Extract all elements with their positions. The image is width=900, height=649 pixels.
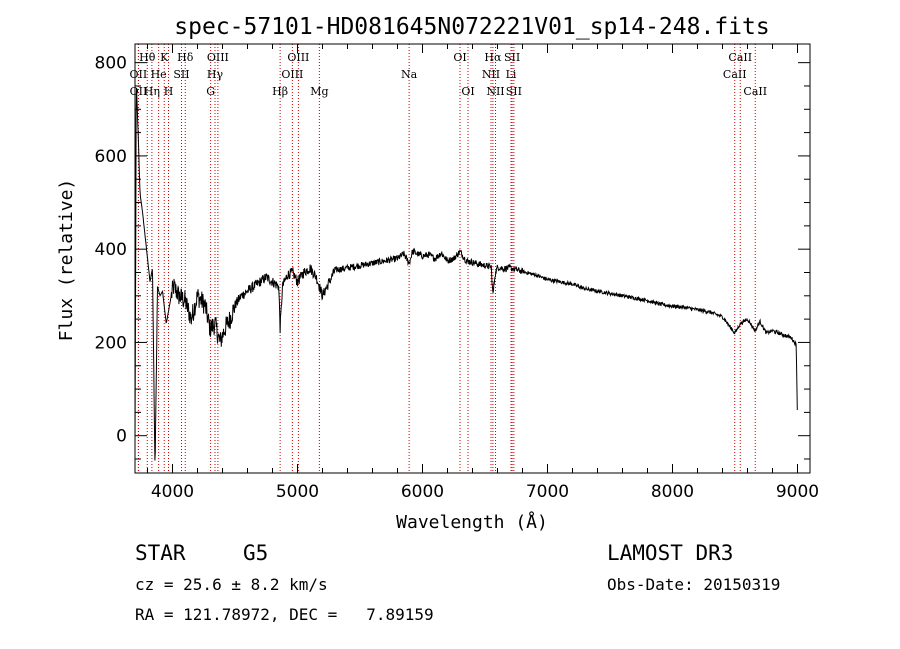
emission-line-label: SII	[173, 68, 189, 81]
x-tick-label: 4000	[151, 482, 194, 502]
emission-line-label: CaII	[728, 51, 752, 64]
emission-line-label: Hδ	[177, 51, 194, 64]
y-axis-label: Flux (relative)	[56, 179, 77, 342]
axis-ticks: 4000 5000 6000 7000 8000 9000 0 200 400 600 800	[95, 44, 819, 502]
emission-line-label: G	[206, 85, 215, 98]
spectrum-series-line	[134, 88, 798, 461]
emission-line-label: OIII	[287, 51, 309, 64]
plot-frame	[134, 43, 811, 474]
chart-title: spec-57101-HD081645N072221V01_sp14-248.f…	[174, 14, 769, 40]
emission-line-label: OI	[461, 85, 474, 98]
x-tick-label: 6000	[401, 482, 444, 502]
emission-line-label: CaII	[723, 68, 747, 81]
object-class: STAR	[135, 541, 186, 565]
emission-line-label: Hθ	[139, 51, 156, 64]
emission-line-label: SII	[504, 51, 520, 64]
emission-line-label: OII	[130, 68, 148, 81]
x-tick-label: 9000	[776, 482, 819, 502]
y-tick-label: 0	[116, 427, 127, 447]
x-tick-label: 5000	[276, 482, 319, 502]
observation-date: Obs-Date: 20150319	[607, 575, 780, 594]
emission-line-label: Hη	[144, 85, 160, 98]
emission-line-label: Hγ	[207, 68, 224, 81]
emission-line-label: NII	[482, 68, 500, 81]
emission-line-label: Hβ	[272, 85, 288, 98]
emission-line-label: Li	[506, 68, 517, 81]
emission-line-label: OIII	[207, 51, 229, 64]
emission-line-label: OI	[453, 51, 466, 64]
emission-line-label: H	[164, 85, 174, 98]
emission-line-label: OIII	[281, 68, 303, 81]
x-tick-label: 8000	[651, 482, 694, 502]
coordinates: RA = 121.78972, DEC = 7.89159	[135, 605, 434, 624]
emission-line-label: Mg	[310, 85, 328, 98]
y-tick-label: 200	[95, 333, 127, 353]
y-tick-label: 600	[95, 147, 127, 167]
emission-line-label: Hα	[484, 51, 502, 64]
emission-line-label: K	[160, 51, 169, 64]
emission-line-label: NII	[486, 85, 504, 98]
x-tick-label: 7000	[526, 482, 569, 502]
emission-line-markers	[137, 44, 756, 473]
emission-line-label: CaII	[743, 85, 767, 98]
emission-line-label: Na	[401, 68, 418, 81]
survey-name: LAMOST DR3	[607, 541, 733, 565]
emission-line-label: SII	[506, 85, 522, 98]
emission-line-label: He	[151, 68, 167, 81]
y-tick-label: 400	[95, 240, 127, 260]
x-axis-label: Wavelength (Å)	[396, 511, 548, 533]
y-tick-label: 800	[95, 54, 127, 74]
redshift-value: cz = 25.6 ± 8.2 km/s	[135, 575, 328, 594]
object-subclass: G5	[243, 541, 268, 565]
emission-line-label: OII	[130, 85, 148, 98]
